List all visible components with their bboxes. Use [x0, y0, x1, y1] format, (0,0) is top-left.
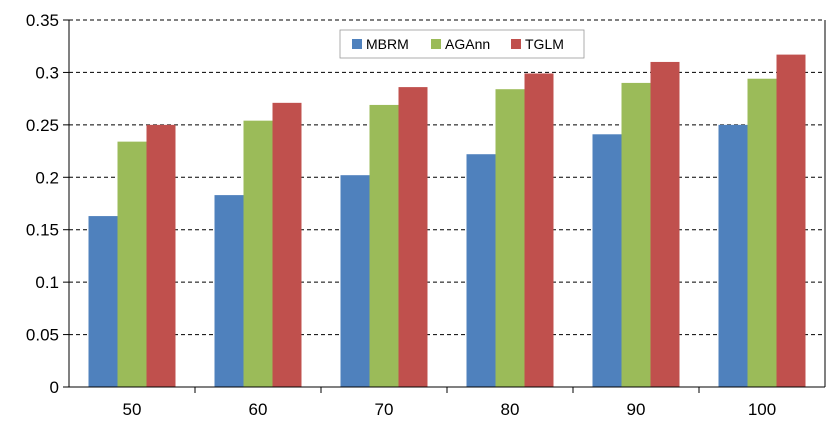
- x-tick-label: 70: [375, 400, 394, 419]
- y-tick-label: 0: [50, 378, 59, 397]
- legend: MBRM AGAnn TGLM: [339, 29, 585, 59]
- x-tick-label: 60: [249, 400, 268, 419]
- bar-mbrm-60: [214, 195, 244, 387]
- bar-mbrm-100: [718, 124, 748, 387]
- bar-agann-50: [117, 141, 147, 387]
- y-tick-label: 0.35: [26, 11, 59, 30]
- x-tick-labels: 50 60 70 80 90 100: [123, 400, 777, 419]
- legend-box: [339, 29, 585, 59]
- legend-label-agann: AGAnn: [445, 36, 490, 52]
- x-tick-label: 100: [748, 400, 776, 419]
- y-tick-label: 0.3: [35, 63, 59, 82]
- bars: [88, 54, 806, 388]
- bar-agann-70: [369, 104, 399, 387]
- bar-agann-60: [243, 120, 273, 388]
- legend-label-mbrm: MBRM: [366, 36, 409, 52]
- bar-agann-100: [747, 78, 777, 387]
- bar-tglm-50: [146, 124, 176, 387]
- bar-mbrm-70: [340, 175, 370, 387]
- bar-mbrm-50: [88, 216, 118, 387]
- bar-mbrm-80: [466, 154, 496, 387]
- y-tick-label: 0.15: [26, 221, 59, 240]
- y-tick-label: 0.25: [26, 116, 59, 135]
- bar-tglm-90: [650, 61, 680, 387]
- legend-label-tglm: TGLM: [525, 36, 564, 52]
- y-tick-labels: 0 0.05 0.1 0.15 0.2 0.25 0.3 0.35: [26, 11, 59, 397]
- bar-tglm-100: [776, 54, 806, 388]
- y-tick-label: 0.1: [35, 273, 59, 292]
- x-tick-label: 50: [123, 400, 142, 419]
- axes: [63, 19, 826, 393]
- y-tick-label: 0.2: [35, 168, 59, 187]
- x-tick-label: 90: [627, 400, 646, 419]
- bar-agann-90: [621, 82, 651, 388]
- bar-tglm-60: [272, 102, 302, 387]
- bar-mbrm-90: [592, 134, 622, 387]
- y-tick-label: 0.05: [26, 326, 59, 345]
- bar-agann-80: [495, 89, 525, 387]
- legend-swatch-tglm: [511, 39, 521, 49]
- bar-tglm-70: [398, 87, 428, 387]
- gridlines: [69, 19, 825, 336]
- legend-swatch-agann: [431, 39, 441, 49]
- x-tick-label: 80: [501, 400, 520, 419]
- legend-swatch-mbrm: [352, 39, 362, 49]
- bar-tglm-80: [524, 73, 554, 387]
